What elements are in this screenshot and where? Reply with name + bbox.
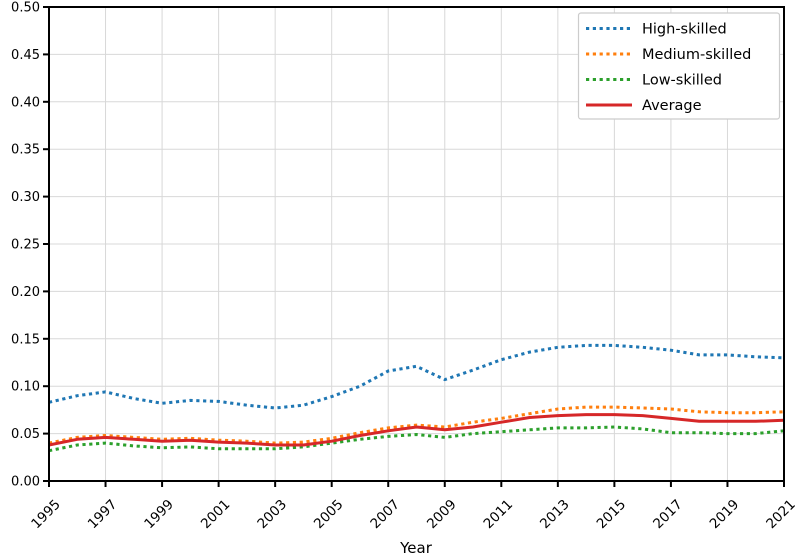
x-tick-label: 2005: [311, 497, 347, 533]
x-tick-label: 1999: [141, 497, 177, 533]
x-tick-label: 2013: [537, 497, 573, 533]
legend-label: Low-skilled: [642, 73, 722, 89]
y-tick-label: 0.10: [11, 380, 40, 395]
legend-box: [577, 12, 781, 120]
legend-item: Medium-skilled: [586, 47, 751, 63]
series-line-medium-skilled: [48, 405, 785, 445]
y-tick-label: 0.25: [11, 238, 40, 253]
x-tick-label: 2019: [707, 497, 743, 533]
y-tick-label: 0.00: [11, 475, 40, 490]
legend-label: Medium-skilled: [642, 47, 751, 63]
series-line-low-skilled: [48, 425, 785, 453]
y-tick-label: 0.35: [11, 143, 40, 158]
x-tick-label: 2007: [367, 497, 403, 533]
x-axis-title: Year: [399, 539, 433, 557]
x-tick-label: 1997: [85, 497, 121, 533]
x-tick-label: 2015: [594, 497, 630, 533]
x-tick-label: 2003: [254, 497, 290, 533]
x-tick-label: 1995: [28, 497, 64, 533]
x-tick-label: 2011: [481, 497, 517, 533]
y-tick-label: 0.40: [11, 95, 40, 110]
legend-label: Average: [642, 98, 702, 114]
series-line-average: [48, 413, 785, 447]
x-tick-label: 2009: [424, 497, 460, 533]
x-tick-label: 2021: [763, 497, 799, 533]
y-tick-label: 0.05: [11, 427, 40, 442]
y-tick-label: 0.15: [11, 332, 40, 347]
legend-item: High-skilled: [586, 22, 727, 38]
x-tick-label: 2001: [198, 497, 234, 533]
legend-item: Low-skilled: [586, 73, 722, 89]
y-tick-label: 0.30: [11, 190, 40, 205]
y-tick-label: 0.45: [11, 48, 40, 63]
y-tick-label: 0.20: [11, 285, 40, 300]
x-tick-label: 2017: [650, 497, 686, 533]
legend-label: High-skilled: [642, 22, 727, 38]
legend-item: Average: [586, 98, 702, 114]
legend: High-skilled Medium-skilled Low-skilled …: [577, 12, 781, 120]
y-tick-label: 0.50: [11, 1, 40, 16]
series-line-high-skilled: [48, 343, 785, 410]
